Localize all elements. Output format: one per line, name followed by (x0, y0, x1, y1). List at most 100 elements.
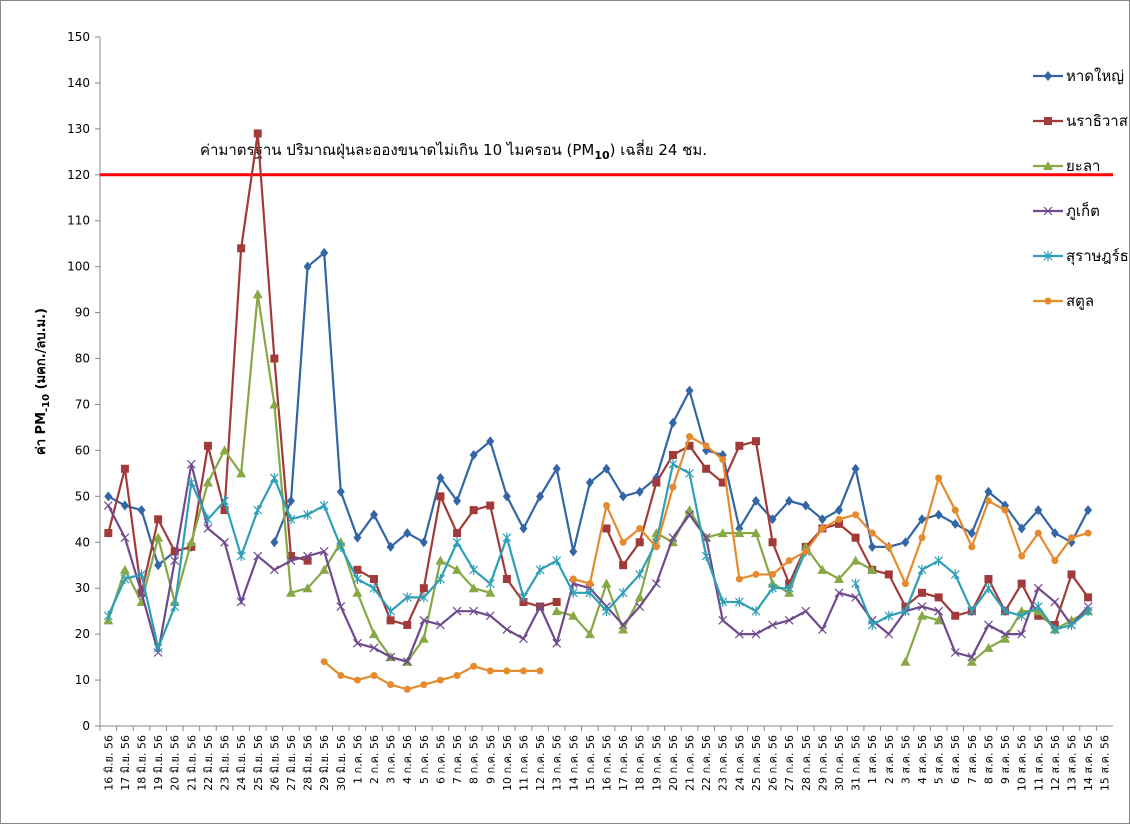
point (1017, 610, 1027, 621)
point (1034, 611, 1043, 620)
x-tick-label: 23 มิ.ย. 56 (219, 735, 232, 791)
x-tick-label: 19 ก.ค. 56 (650, 735, 663, 791)
point (352, 638, 362, 648)
y-axis-label: ค่า PM-10 (มคก./ลบ.ม.) (34, 308, 52, 455)
legend-label: สุราษฎร์ธานี (1066, 247, 1130, 266)
x-tick-label: 21 มิ.ย. 56 (185, 735, 198, 791)
point (352, 574, 362, 585)
y-tick-label: 30 (75, 581, 90, 595)
point (718, 615, 728, 625)
point (934, 593, 943, 602)
x-tick-label: 30 มิ.ย. 56 (335, 735, 348, 791)
x-tick-label: 26 มิ.ย. 56 (268, 735, 281, 791)
point (1050, 597, 1060, 607)
point (319, 564, 330, 574)
x-tick-label: 30 ก.ค. 56 (833, 735, 846, 791)
point (685, 385, 694, 396)
point (652, 543, 660, 551)
point (950, 569, 960, 580)
point (220, 495, 229, 506)
point (419, 592, 429, 603)
point (768, 538, 777, 547)
point (933, 615, 944, 625)
x-tick-label: 6 ก.ค. 56 (434, 735, 447, 784)
y-tick-label: 140 (67, 76, 90, 90)
point (851, 463, 860, 474)
point (734, 596, 744, 607)
point (685, 468, 694, 479)
point (785, 495, 794, 506)
point (917, 610, 928, 620)
point (719, 456, 727, 464)
point (618, 624, 629, 634)
x-tick-label: 8 ก.ค. 56 (468, 735, 481, 784)
point (568, 587, 578, 598)
point (253, 129, 262, 138)
point (170, 601, 180, 612)
point (801, 606, 811, 616)
point (984, 486, 993, 497)
point (668, 417, 677, 428)
point (685, 441, 694, 450)
x-tick-label: 14 ก.ค. 56 (567, 735, 580, 791)
x-tick-label: 27 มิ.ย. 56 (285, 735, 298, 791)
point (702, 464, 711, 473)
point (435, 555, 446, 565)
point (320, 247, 329, 258)
point (636, 524, 644, 532)
reference-label: ค่ามาตรฐาน ปริมาณฝุ่นละอองขนาดไม่เกิน 10… (200, 139, 707, 162)
x-tick-label: 18 มิ.ย. 56 (136, 735, 149, 791)
point (701, 551, 711, 562)
series-line (107, 294, 1089, 663)
point (735, 575, 743, 583)
y-tick-label: 0 (82, 719, 90, 733)
point (867, 564, 878, 574)
x-tick-label: 1 ส.ค. 56 (866, 735, 879, 784)
x-tick-label: 29 มิ.ย. 56 (318, 735, 331, 791)
point (469, 506, 478, 515)
point (1034, 505, 1043, 516)
point (751, 606, 761, 617)
point (137, 505, 146, 516)
point (419, 615, 429, 625)
point (303, 551, 313, 561)
point (818, 514, 827, 525)
point (386, 541, 395, 552)
point (934, 509, 943, 520)
point (652, 478, 661, 487)
point (685, 510, 694, 520)
point (934, 555, 944, 566)
point (319, 547, 329, 556)
point (852, 511, 860, 519)
point (584, 629, 595, 639)
point (751, 437, 760, 446)
point (237, 244, 246, 253)
point (950, 648, 960, 657)
point (337, 671, 345, 679)
legend-marker (1044, 117, 1052, 125)
point (120, 464, 129, 473)
point (602, 606, 611, 617)
point (917, 602, 927, 611)
point (885, 543, 893, 551)
point (818, 524, 826, 532)
point (203, 524, 213, 533)
point (552, 597, 561, 606)
point (253, 505, 263, 516)
point (203, 441, 212, 450)
point (419, 537, 428, 548)
point (1034, 529, 1042, 537)
point (851, 592, 861, 602)
point (884, 610, 894, 621)
point (187, 542, 196, 551)
point (752, 570, 760, 578)
point (370, 509, 379, 520)
x-tick-label: 18 ก.ค. 56 (634, 735, 647, 791)
x-tick-label: 4 ก.ค. 56 (401, 735, 414, 784)
x-tick-label: 12 ส.ค. 56 (1049, 735, 1062, 791)
point (403, 620, 412, 629)
x-tick-label: 9 ก.ค. 56 (484, 735, 497, 784)
point (634, 592, 645, 602)
point (834, 505, 843, 516)
